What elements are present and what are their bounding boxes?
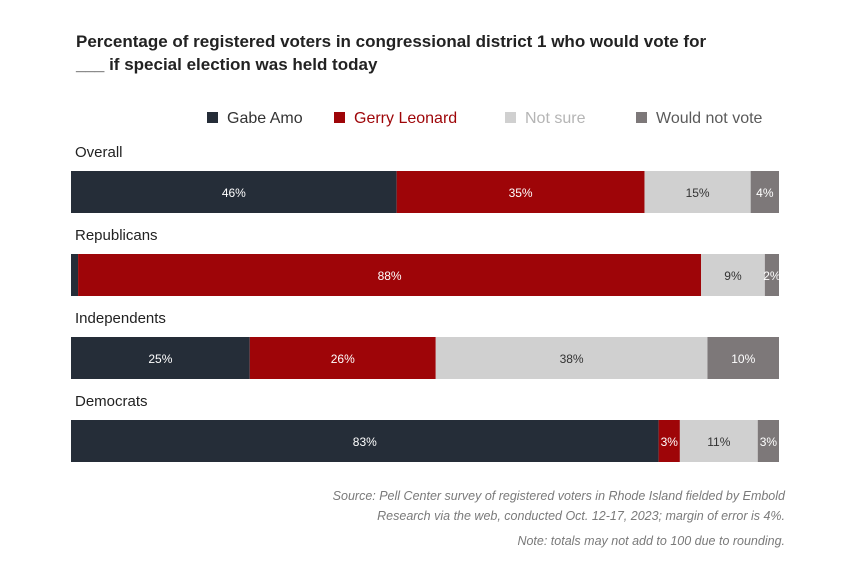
bar-2-value-4: 2% — [763, 269, 781, 283]
category-label-4: Democrats — [75, 393, 148, 410]
legend-label-4: Would not vote — [656, 110, 763, 127]
bar-4-value-1: 83% — [353, 435, 377, 449]
bar-3-segment-3 — [435, 337, 708, 379]
bar-4-segment-1 — [71, 420, 659, 462]
bar-3-value-4: 10% — [731, 352, 755, 366]
legend-label-1: Gabe Amo — [227, 110, 303, 127]
source-line-1: Source: Pell Center survey of registered… — [332, 489, 785, 503]
category-label-1: Overall — [75, 144, 123, 161]
bar-3-value-2: 26% — [331, 352, 355, 366]
bar-1-segment-1 — [71, 171, 397, 213]
rounding-note: Note: totals may not add to 100 due to r… — [517, 534, 785, 548]
chart-title-line-2: ___ if special election was held today — [76, 55, 378, 74]
bar-2-segment-3 — [701, 254, 765, 296]
bar-1-value-1: 46% — [222, 186, 246, 200]
source-note: Source: Pell Center survey of registered… — [333, 486, 785, 526]
bar-1-value-4: 4% — [756, 186, 774, 200]
bar-4-value-2: 3% — [661, 435, 679, 449]
bar-4-segment-3 — [679, 420, 758, 462]
bar-2-segment-4 — [764, 254, 779, 296]
bar-1-value-3: 15% — [686, 186, 710, 200]
bar-4-value-3: 11% — [707, 435, 730, 449]
bar-1-segment-3 — [644, 171, 751, 213]
bar-2-segment-2 — [78, 254, 702, 296]
bar-2-value-2: 88% — [378, 269, 402, 283]
bar-3-value-1: 25% — [148, 352, 172, 366]
legend-label-3: Not sure — [525, 110, 586, 127]
chart-title: Percentage of registered voters in congr… — [76, 30, 776, 76]
category-label-3: Independents — [75, 310, 166, 327]
bar-4-value-4: 3% — [760, 435, 778, 449]
bar-1-value-2: 35% — [509, 186, 533, 200]
bar-2-segment-1 — [71, 254, 79, 296]
chart-title-line-1: Percentage of registered voters in congr… — [76, 32, 707, 51]
bar-2-value-3: 9% — [724, 269, 742, 283]
legend-swatch-3 — [505, 112, 516, 123]
bar-3-segment-4 — [707, 337, 779, 379]
bar-1-segment-4 — [750, 171, 779, 213]
legend-label-2: Gerry Leonard — [354, 110, 457, 127]
source-line-2: Research via the web, conducted Oct. 12-… — [377, 509, 785, 523]
bar-3-value-3: 38% — [560, 352, 584, 366]
bar-3-segment-1 — [71, 337, 250, 379]
category-label-2: Republicans — [75, 227, 158, 244]
legend-swatch-2 — [334, 112, 345, 123]
legend-swatch-4 — [636, 112, 647, 123]
bar-3-segment-2 — [249, 337, 436, 379]
bar-4-segment-2 — [658, 420, 680, 462]
bar-1-segment-2 — [396, 171, 645, 213]
bar-4-segment-4 — [757, 420, 779, 462]
legend-swatch-1 — [207, 112, 218, 123]
